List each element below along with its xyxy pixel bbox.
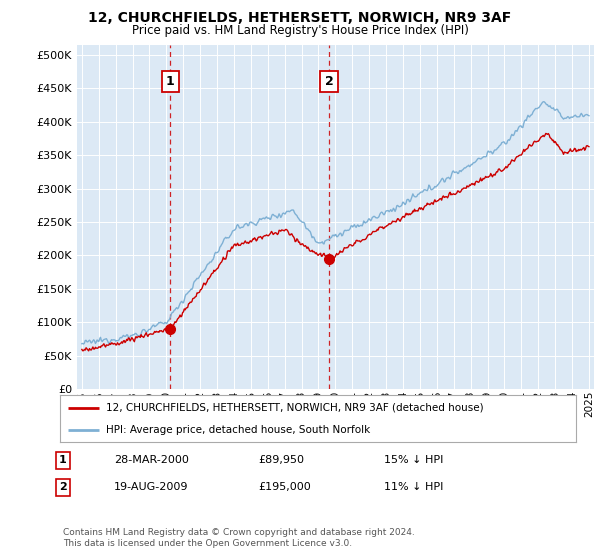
Text: 11% ↓ HPI: 11% ↓ HPI bbox=[384, 482, 443, 492]
Text: 2: 2 bbox=[325, 75, 334, 88]
Text: 2: 2 bbox=[59, 482, 67, 492]
Text: £195,000: £195,000 bbox=[258, 482, 311, 492]
Text: 1: 1 bbox=[166, 75, 175, 88]
Text: 1: 1 bbox=[59, 455, 67, 465]
Text: £89,950: £89,950 bbox=[258, 455, 304, 465]
Text: Price paid vs. HM Land Registry's House Price Index (HPI): Price paid vs. HM Land Registry's House … bbox=[131, 24, 469, 36]
Text: 15% ↓ HPI: 15% ↓ HPI bbox=[384, 455, 443, 465]
Text: 12, CHURCHFIELDS, HETHERSETT, NORWICH, NR9 3AF (detached house): 12, CHURCHFIELDS, HETHERSETT, NORWICH, N… bbox=[106, 403, 484, 413]
Text: Contains HM Land Registry data © Crown copyright and database right 2024.
This d: Contains HM Land Registry data © Crown c… bbox=[63, 528, 415, 548]
Text: 19-AUG-2009: 19-AUG-2009 bbox=[114, 482, 188, 492]
Text: 28-MAR-2000: 28-MAR-2000 bbox=[114, 455, 189, 465]
Text: 12, CHURCHFIELDS, HETHERSETT, NORWICH, NR9 3AF: 12, CHURCHFIELDS, HETHERSETT, NORWICH, N… bbox=[88, 11, 512, 25]
Text: HPI: Average price, detached house, South Norfolk: HPI: Average price, detached house, Sout… bbox=[106, 424, 371, 435]
